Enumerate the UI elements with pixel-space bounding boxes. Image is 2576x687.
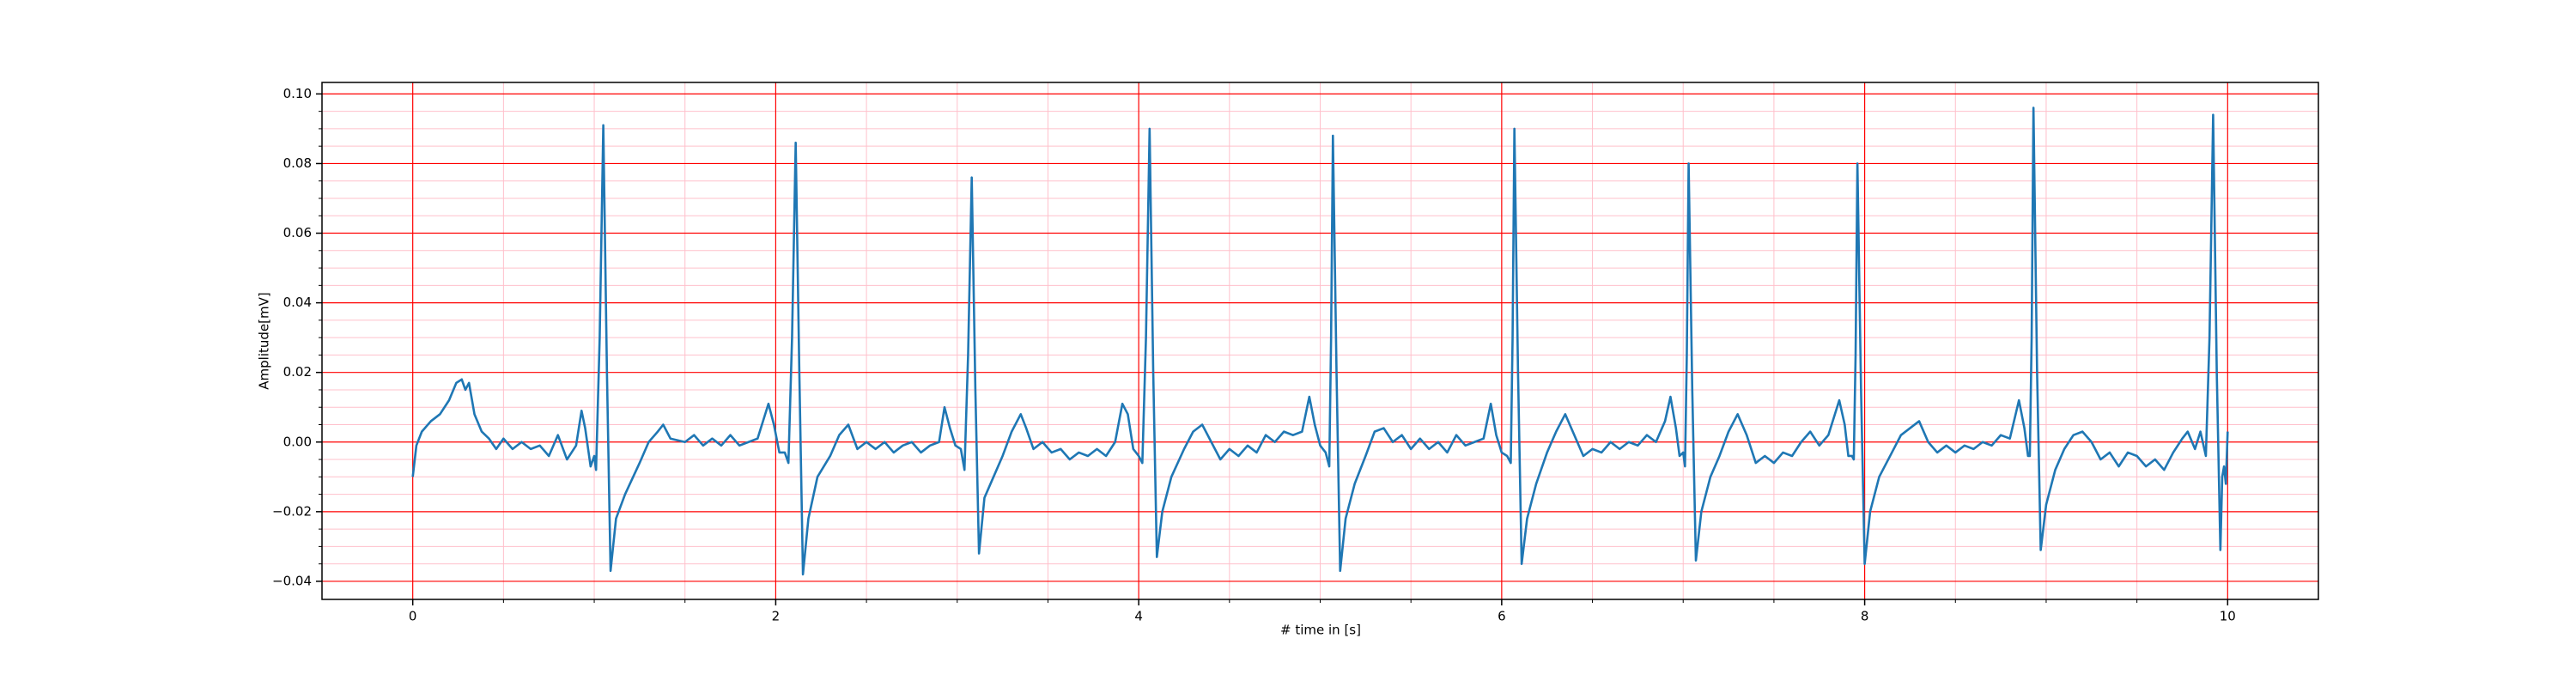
y-tick-label: 0.04 [283, 295, 312, 310]
y-tick-label: 0.08 [283, 155, 312, 171]
y-tick-label: 0.06 [283, 225, 312, 240]
line-series [411, 106, 2229, 576]
y-tick-label: −0.04 [272, 573, 312, 588]
x-axis-label: # time in [s] [1280, 623, 1361, 638]
x-tick-label: 8 [1861, 609, 1869, 624]
x-tick-label: 2 [772, 609, 781, 624]
x-tick-label: 6 [1498, 609, 1506, 624]
y-tick-label: −0.02 [272, 503, 312, 519]
y-tick-label: 0.02 [283, 364, 312, 380]
x-tick-label: 4 [1134, 609, 1143, 624]
x-tick-label: 10 [2220, 609, 2236, 624]
y-tick-label: 0.00 [283, 434, 312, 449]
plot-frame [321, 82, 2319, 600]
x-tick-label: 0 [409, 609, 417, 624]
y-tick-label: 0.10 [283, 86, 312, 101]
y-axis-label: Amplitude[mV] [257, 292, 272, 389]
